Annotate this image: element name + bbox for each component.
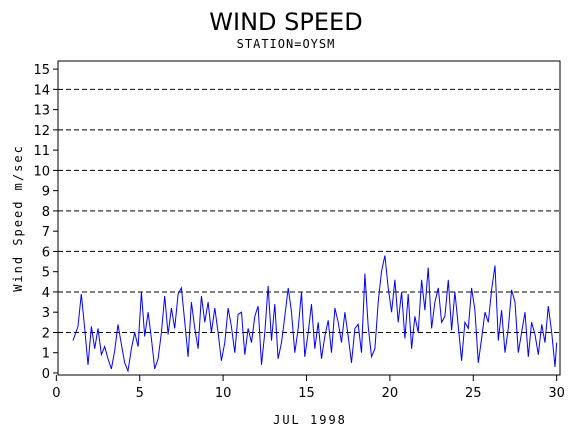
y-axis-label: Wind Speed m/sec xyxy=(11,144,25,292)
y-tick-label-12: 12 xyxy=(33,124,50,139)
y-tick-label-9: 9 xyxy=(42,185,50,200)
gridlines xyxy=(58,88,560,333)
x-tick-label-10: 10 xyxy=(215,386,232,401)
series-line-0 xyxy=(72,255,558,373)
y-tick-label-13: 13 xyxy=(33,104,50,119)
x-tick-label-0: 0 xyxy=(52,386,60,401)
chart-subtitle: STATION=OYSM xyxy=(237,37,336,51)
y-tick-label-1: 1 xyxy=(42,347,50,362)
y-tick-label-15: 15 xyxy=(33,63,50,78)
y-tick-label-0: 0 xyxy=(42,367,50,382)
y-tick-label-11: 11 xyxy=(33,144,50,159)
y-tick-label-2: 2 xyxy=(42,326,50,341)
y-tick-label-3: 3 xyxy=(42,306,50,321)
x-tick-label-20: 20 xyxy=(382,386,399,401)
y-tick-label-14: 14 xyxy=(33,83,50,98)
plot-frame xyxy=(57,60,561,376)
y-tick-label-5: 5 xyxy=(42,266,50,281)
y-tick-label-10: 10 xyxy=(33,164,50,179)
series-layer xyxy=(72,255,558,373)
x-axis-label: JUL 1998 xyxy=(273,413,347,427)
x-tick-label-30: 30 xyxy=(548,386,565,401)
y-tick-label-6: 6 xyxy=(42,245,50,260)
chart-title: WIND SPEED xyxy=(209,8,362,36)
y-tick-label-8: 8 xyxy=(42,205,50,220)
x-tick-label-25: 25 xyxy=(465,386,482,401)
x-tick-label-5: 5 xyxy=(136,386,144,401)
x-tick-label-15: 15 xyxy=(298,386,315,401)
y-tick-label-4: 4 xyxy=(42,286,50,301)
y-tick-label-7: 7 xyxy=(42,225,50,240)
